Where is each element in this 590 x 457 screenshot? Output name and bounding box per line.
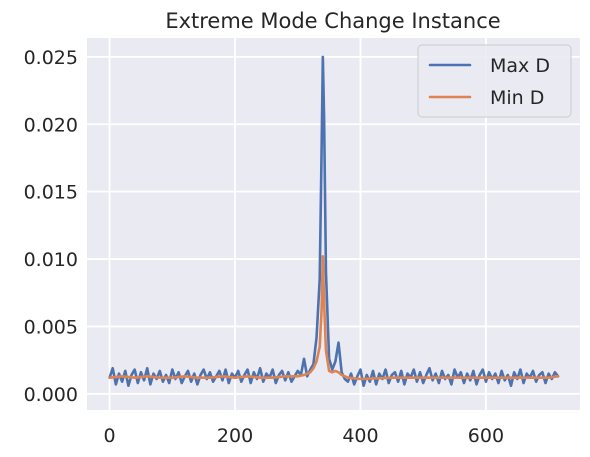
series-line-min-d (108, 255, 560, 381)
legend-label-min-d: Min D (490, 87, 544, 109)
legend-box (417, 44, 572, 118)
chart-title: Extreme Mode Change Instance (165, 9, 500, 33)
y-tick-label: 0.015 (24, 182, 78, 204)
x-tick-label: 200 (217, 425, 253, 447)
legend: Max D Min D (417, 44, 572, 118)
legend-label-max-d: Max D (490, 55, 550, 77)
y-tick-label: 0.005 (24, 316, 78, 338)
x-tick-label: 0 (104, 425, 116, 447)
x-tick-label: 600 (468, 425, 504, 447)
y-tick-label: 0.025 (24, 47, 78, 69)
y-tick-label: 0.010 (24, 249, 78, 271)
y-tick-label: 0.020 (24, 114, 78, 136)
x-tick-label: 400 (342, 425, 378, 447)
y-tick-label: 0.000 (24, 384, 78, 406)
